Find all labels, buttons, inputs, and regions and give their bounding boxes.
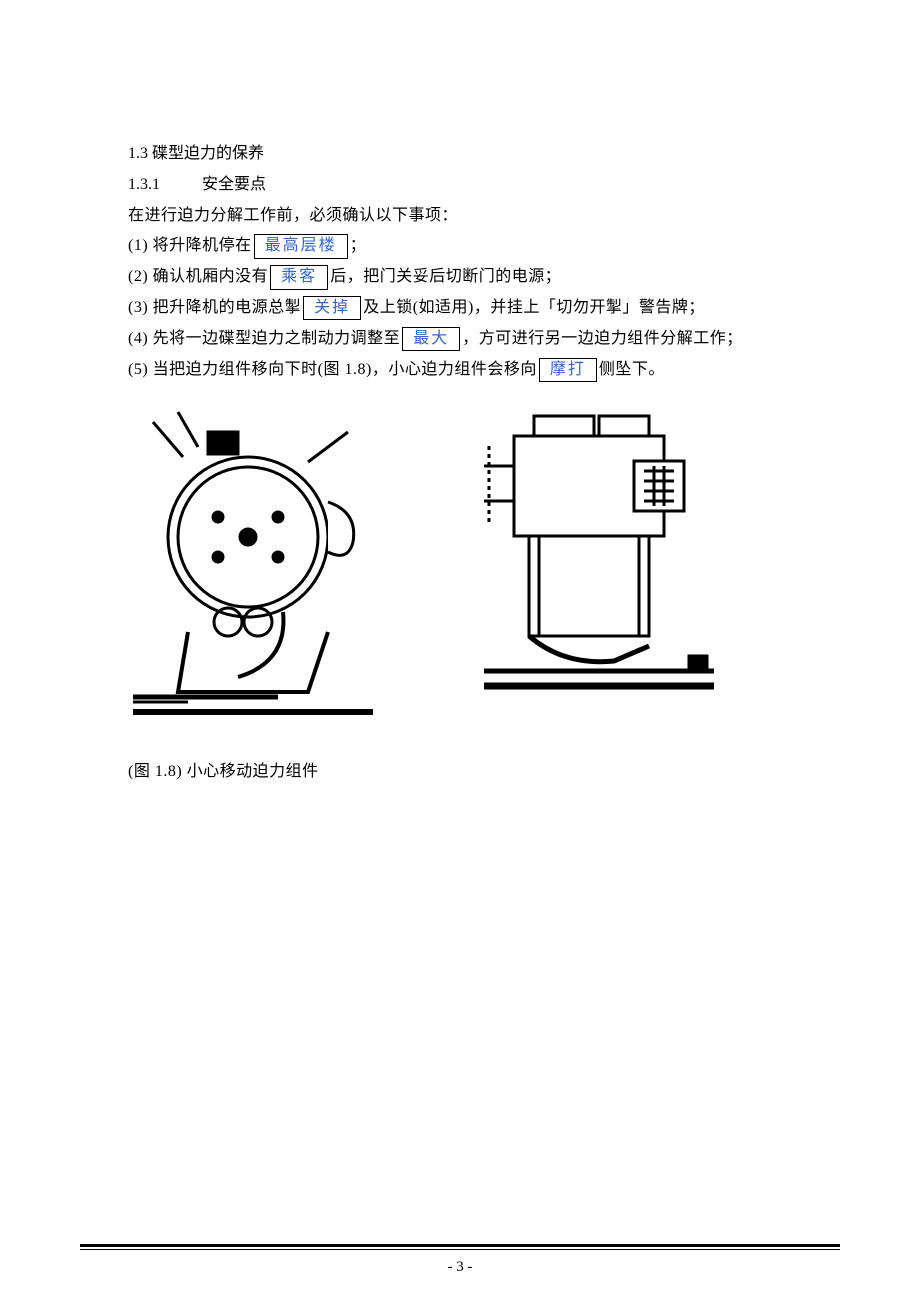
page-footer: - 3 - — [80, 1244, 840, 1281]
list-item-2: (2) 确认机厢内没有乘客后，把门关妥后切断门的电源； — [128, 263, 792, 292]
figure-2-container — [474, 402, 722, 706]
fill-blank[interactable]: 乘客 — [270, 265, 328, 289]
section-heading: 1.3 碟型迫力的保养 — [128, 140, 792, 169]
item-pre-text: 当把迫力组件移向下时(图 1.8)，小心迫力组件会移向 — [148, 361, 537, 378]
item-pre-text: 先将一边碟型迫力之制动力调整至 — [148, 330, 400, 347]
figure-1-container — [128, 402, 380, 728]
item-pre-text: 把升降机的电源总掣 — [148, 299, 301, 316]
item-number: (5) — [128, 361, 148, 378]
item-pre-text: 将升降机停在 — [148, 237, 252, 254]
footer-rule-thick — [80, 1244, 840, 1247]
list-item-4: (4) 先将一边碟型迫力之制动力调整至最大，方可进行另一边迫力组件分解工作； — [128, 325, 792, 354]
item-number: (1) — [128, 237, 148, 254]
list-item-5: (5) 当把迫力组件移向下时(图 1.8)，小心迫力组件会移向摩打侧坠下。 — [128, 356, 792, 385]
item-post-text: ； — [350, 237, 367, 254]
item-post-text: 侧坠下。 — [599, 361, 665, 378]
figure-caption: (图 1.8) 小心移动迫力组件 — [128, 758, 792, 787]
item-post-text: ，方可进行另一边迫力组件分解工作； — [462, 330, 743, 347]
item-number: (4) — [128, 330, 148, 347]
list-item-3: (3) 把升降机的电源总掣关掉及上锁(如适用)，并挂上「切勿开掣」警告牌； — [128, 294, 792, 323]
item-post-text: 及上锁(如适用)，并挂上「切勿开掣」警告牌； — [363, 299, 705, 316]
document-page: 1.3 碟型迫力的保养 1.3.1 安全要点 在进行迫力分解工作前，必须确认以下… — [0, 0, 920, 1240]
item-number: (3) — [128, 299, 148, 316]
fill-blank[interactable]: 最大 — [402, 327, 460, 351]
subsection-number: 1.3.1 — [128, 171, 198, 200]
page-number: - 3 - — [80, 1254, 840, 1281]
figure-1-mechanical-diagram — [128, 402, 380, 728]
mechanical-brake-side-icon — [474, 406, 722, 706]
item-pre-text: 确认机厢内没有 — [148, 268, 268, 285]
fill-blank[interactable]: 关掉 — [303, 296, 361, 320]
figure-row — [128, 402, 792, 728]
intro-text: 在进行迫力分解工作前，必须确认以下事项： — [128, 202, 792, 231]
figure-2-mechanical-diagram — [474, 406, 722, 706]
item-post-text: 后，把门关妥后切断门的电源； — [330, 268, 561, 285]
list-item-1: (1) 将升降机停在最高层楼； — [128, 232, 792, 261]
footer-rule-thin — [80, 1249, 840, 1250]
subsection-heading: 1.3.1 安全要点 — [128, 171, 792, 200]
fill-blank[interactable]: 最高层楼 — [254, 234, 348, 258]
item-number: (2) — [128, 268, 148, 285]
fill-blank[interactable]: 摩打 — [539, 358, 597, 382]
heading-text: 1.3 碟型迫力的保养 — [128, 145, 264, 162]
subsection-text: 安全要点 — [202, 176, 266, 193]
mechanical-brake-front-icon — [128, 402, 380, 728]
